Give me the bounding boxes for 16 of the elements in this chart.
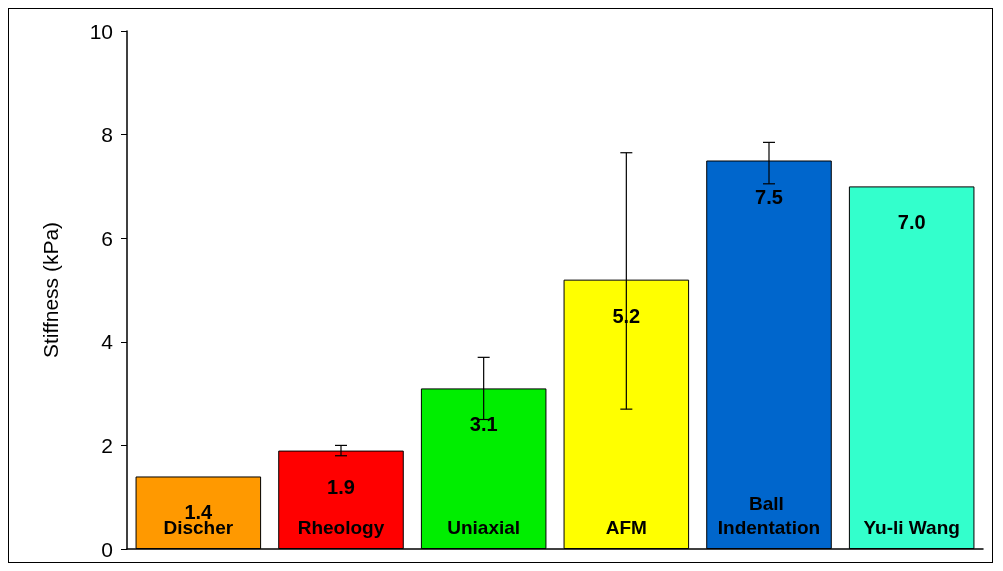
x-tick-label: Rheology	[297, 516, 385, 538]
data-label: 1.9	[327, 475, 355, 498]
x-tick-label: AFM	[605, 516, 647, 538]
y-tick-label: 4	[101, 330, 114, 354]
y-tick-label: 10	[89, 19, 113, 43]
y-tick-label: 8	[101, 123, 113, 147]
x-tick-label: Ball Indentation	[717, 492, 821, 538]
x-tick-label: Yu-li Wang	[863, 516, 960, 538]
y-axis-title: Stiffness (kPa)	[39, 221, 62, 359]
data-label: 7.0	[897, 211, 926, 234]
data-label: 3.1	[469, 413, 498, 436]
y-tick-label: 2	[101, 433, 113, 457]
data-label: 7.5	[755, 185, 783, 208]
x-tick-label: Uniaxial	[447, 516, 521, 538]
y-tick-label: 6	[101, 226, 113, 250]
y-tick-label: 0	[101, 537, 113, 561]
